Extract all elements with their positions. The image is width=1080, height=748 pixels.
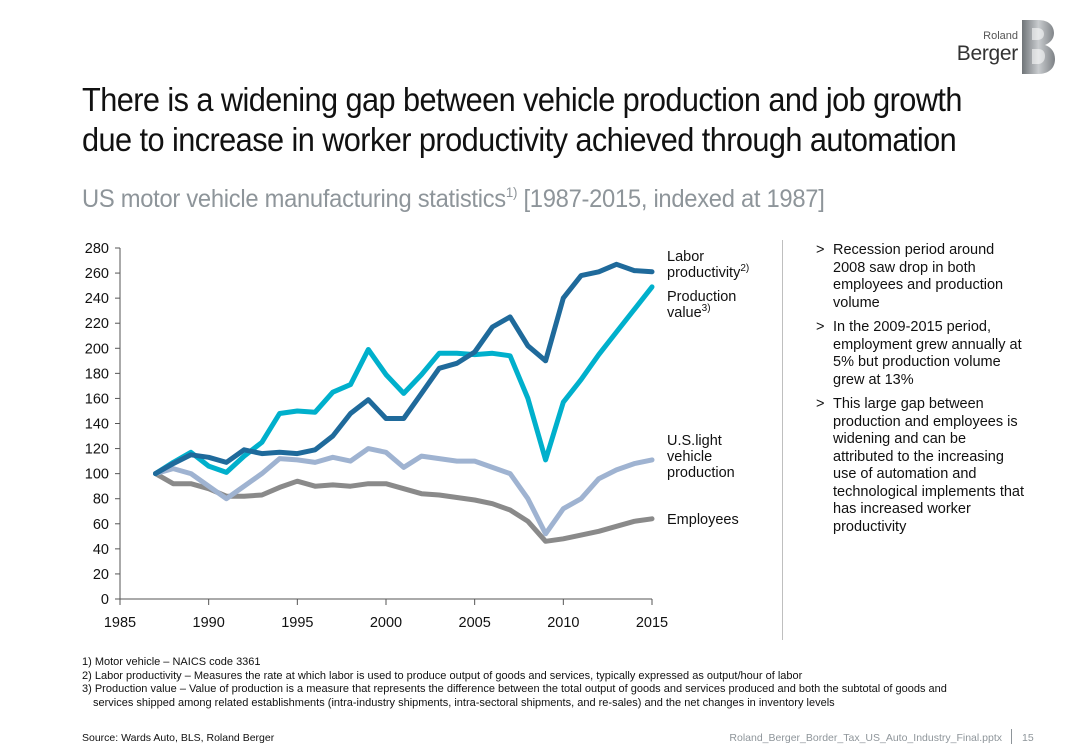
logo-text-big: Berger (956, 42, 1019, 65)
roland-berger-logo: Roland Berger (948, 18, 1058, 78)
line-chart: 0 20 40 60 80 100 120 140 160 180 200 220 240 260 280 1… (85, 241, 749, 631)
bullet-marker: > (816, 319, 825, 335)
y-tick-label: 120 (85, 442, 109, 458)
subtitle-text: US motor vehicle manufacturing statistic… (82, 185, 506, 213)
page-number-separator (1011, 729, 1012, 744)
subtitle-suffix: [1987-2015, indexed at 1987] (517, 185, 825, 213)
footnote-3-continued: services shipped among related establish… (93, 696, 835, 709)
series-label-production-value: Production value3) (667, 289, 736, 321)
x-tick-label: 2010 (547, 615, 579, 631)
footnotes: 1) Motor vehicle – NAICS code 3361 2) La… (82, 656, 1062, 710)
vertical-divider (782, 240, 783, 640)
series-line-production-value (153, 284, 655, 477)
x-tick-label: 2015 (636, 615, 668, 631)
file-name: Roland_Berger_Border_Tax_US_Auto_Industr… (729, 732, 1002, 744)
bullet-text: Recession period around 2008 saw drop in… (833, 242, 1004, 311)
footnote-3: 3) Production value – Value of productio… (82, 683, 947, 695)
key-points-list: > Recession period around 2008 saw drop i… (816, 242, 1028, 543)
y-tick-label: 80 (93, 492, 109, 508)
series-line-u-s-light-vehicle-production (153, 446, 655, 537)
series-label-u-s-light-vehicle-production: U.S.light vehicle production (667, 433, 735, 481)
y-tick-label: 40 (93, 542, 109, 558)
y-tick-label: 180 (85, 366, 109, 382)
bullet-item: > This large gap between production and e… (816, 396, 1028, 536)
bullet-marker: > (816, 242, 825, 258)
bullet-item: > Recession period around 2008 saw drop i… (816, 242, 1028, 312)
series-label-labor-productivity: Labor productivity2) (667, 249, 749, 281)
footnote-1: 1) Motor vehicle – NAICS code 3361 (82, 656, 261, 668)
source-note: Source: Wards Auto, BLS, Roland Berger (82, 732, 275, 744)
y-tick-label: 60 (93, 517, 109, 533)
x-tick-label: 2000 (370, 615, 402, 631)
x-tick-label: 1990 (193, 615, 225, 631)
logo-text-small: Roland (983, 30, 1018, 42)
subtitle-footnote-ref: 1) (505, 184, 518, 200)
y-tick-label: 280 (85, 241, 109, 257)
footnote-2: 2) Labor productivity – Measures the rat… (82, 669, 803, 682)
chart-subtitle: US motor vehicle manufacturing statistic… (82, 184, 825, 214)
y-tick-label: 240 (85, 291, 109, 307)
series-label-employees: Employees (667, 512, 739, 528)
y-tick-label: 20 (93, 567, 109, 583)
y-tick-label: 200 (85, 341, 109, 357)
y-tick-label: 160 (85, 391, 109, 407)
bullet-text: This large gap between production and em… (833, 396, 1025, 535)
x-tick-label: 1995 (281, 615, 313, 631)
bullet-marker: > (816, 396, 825, 412)
y-tick-label: 100 (85, 467, 109, 483)
series-line-labor-productivity (153, 261, 655, 477)
page-number: 15 (1022, 732, 1034, 744)
bullet-item: > In the 2009-2015 period, employment gre… (816, 319, 1028, 389)
y-tick-label: 260 (85, 266, 109, 282)
logo-b-mark-icon (1022, 20, 1055, 74)
y-tick-label: 220 (85, 316, 109, 332)
slide-title: There is a widening gap between vehicle … (82, 81, 962, 158)
series-line-employees (153, 471, 655, 544)
bullet-text: In the 2009-2015 period, employment grew… (833, 319, 1022, 388)
y-tick-label: 140 (85, 417, 109, 433)
y-tick-label: 0 (101, 592, 109, 608)
x-tick-label: 2005 (459, 615, 491, 631)
x-tick-label: 1985 (104, 615, 136, 631)
